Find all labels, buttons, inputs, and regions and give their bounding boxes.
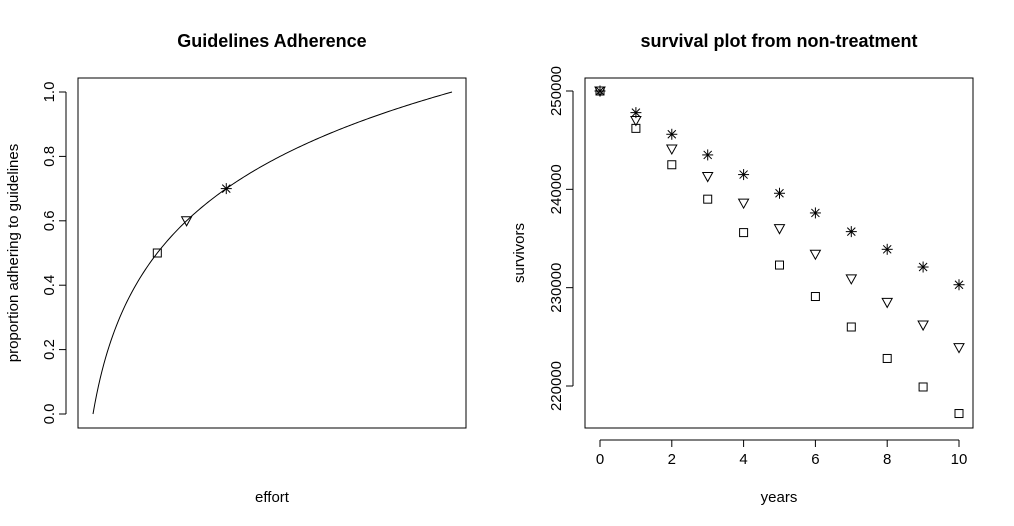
left-marker-asterisk <box>220 183 232 195</box>
right-chart-title: survival plot from non-treatment <box>640 31 917 51</box>
left-marker-triangle-down <box>180 216 193 227</box>
right-y-tick-label: 240000 <box>548 164 565 214</box>
point-square <box>846 322 856 332</box>
left-y-tick-label: 0.0 <box>41 404 58 425</box>
point-square <box>918 382 928 392</box>
point-triangle-down <box>773 224 786 235</box>
right-x-axis-label: years <box>761 489 798 506</box>
left-y-axis-label: proportion adhering to guidelines <box>5 144 22 363</box>
left-y-tick-label: 0.4 <box>41 275 58 296</box>
point-triangle-down <box>665 144 678 156</box>
left-plot-frame <box>77 77 467 429</box>
left-y-tick-label: 0.6 <box>41 210 58 231</box>
left-y-tick-label: 0.8 <box>41 146 58 167</box>
point-square <box>882 353 892 363</box>
point-asterisk <box>881 243 893 255</box>
left-marker-square <box>152 248 162 258</box>
point-square <box>667 160 677 170</box>
right-plot-frame <box>584 77 974 429</box>
right-x-tick-label: 0 <box>596 451 604 468</box>
left-y-tick-label: 1.0 <box>41 82 58 103</box>
right-x-tick-label: 4 <box>739 451 747 468</box>
left-chart: Guidelines Adherence effort proportion a… <box>5 31 467 506</box>
point-asterisk <box>702 149 714 161</box>
point-triangle-down <box>917 320 929 332</box>
point-triangle-down <box>845 274 858 285</box>
point-triangle-down <box>701 172 714 183</box>
left-y-axis: 0.0 0.2 0.4 0.6 0.8 1.0 <box>41 82 67 425</box>
point-triangle-down <box>737 198 750 210</box>
point-square <box>595 86 605 96</box>
right-points <box>594 85 965 419</box>
right-chart: survival plot from non-treatment years s… <box>511 31 974 506</box>
right-x-tick-label: 10 <box>951 451 968 468</box>
point-asterisk <box>738 169 750 181</box>
point-square <box>954 409 964 419</box>
left-chart-title: Guidelines Adherence <box>177 31 366 51</box>
point-asterisk <box>953 279 965 291</box>
point-square <box>775 260 784 270</box>
point-square <box>703 194 713 204</box>
point-square <box>631 123 641 133</box>
point-triangle-down <box>881 297 894 309</box>
point-triangle-down <box>953 343 965 354</box>
right-y-tick-label: 230000 <box>548 263 565 313</box>
point-triangle-down <box>809 249 822 261</box>
point-asterisk <box>809 207 821 219</box>
left-markers <box>152 183 232 258</box>
right-x-tick-label: 6 <box>811 451 819 468</box>
point-asterisk <box>666 128 678 140</box>
point-asterisk <box>774 187 785 199</box>
right-x-tick-label: 2 <box>668 451 676 468</box>
point-triangle-down <box>630 116 642 127</box>
left-curve-group <box>92 91 453 415</box>
point-asterisk <box>917 261 929 273</box>
adherence-curve <box>92 91 453 415</box>
right-y-tick-label: 250000 <box>548 66 565 116</box>
right-y-tick-label: 220000 <box>548 361 565 411</box>
right-y-axis-label: survivors <box>511 223 528 283</box>
point-square <box>739 228 749 238</box>
left-y-tick-label: 0.2 <box>41 339 58 360</box>
right-x-tick-label: 8 <box>883 451 891 468</box>
point-square <box>810 292 820 302</box>
point-asterisk <box>630 107 642 119</box>
left-x-axis-label: effort <box>255 489 290 506</box>
right-x-axis: 0 2 4 6 8 10 <box>596 439 968 468</box>
point-asterisk <box>845 226 857 238</box>
right-y-axis: 220000 230000 240000 250000 <box>548 66 574 411</box>
